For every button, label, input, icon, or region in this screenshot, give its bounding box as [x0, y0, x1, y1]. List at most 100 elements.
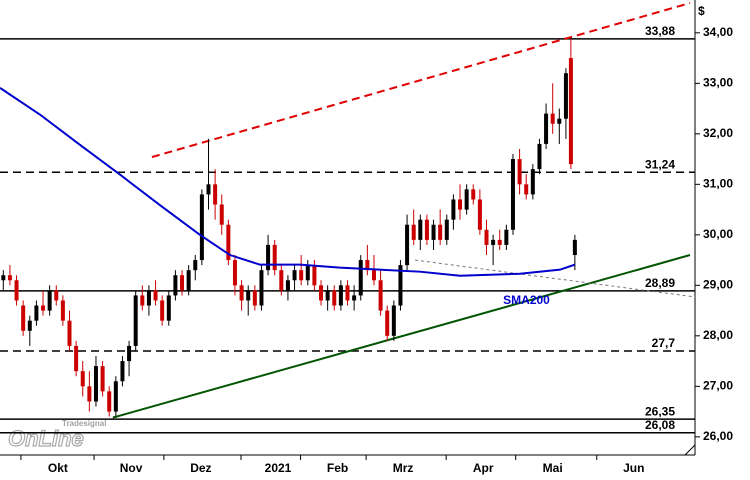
x-tick-label: Okt — [48, 461, 68, 475]
candle-body — [491, 239, 496, 245]
candle-body — [107, 391, 112, 412]
candle-body — [41, 305, 46, 311]
candle-body — [60, 300, 65, 321]
candle-body — [252, 290, 257, 306]
y-tick-label: 31,00 — [703, 176, 733, 190]
level-label: 26,35 — [645, 404, 675, 418]
candle-body — [338, 285, 343, 306]
candle-body — [14, 280, 19, 301]
candle-body — [418, 219, 423, 240]
candle-body — [572, 239, 577, 256]
candle-body — [113, 381, 118, 412]
candle-body — [272, 244, 277, 271]
candle-body — [378, 280, 383, 311]
candle-body — [444, 219, 449, 240]
candle-body — [239, 285, 244, 301]
sma-label: SMA200 — [503, 293, 550, 307]
candle-body — [398, 265, 403, 306]
candle-body — [27, 320, 32, 331]
candle-body — [385, 310, 390, 336]
x-tick-label: Mrz — [393, 461, 414, 475]
y-tick-label: 32,00 — [703, 126, 733, 140]
candle-body — [544, 113, 549, 144]
candle-body — [1, 275, 6, 281]
candle-body — [431, 224, 436, 240]
candle-body — [67, 320, 72, 346]
candle-body — [411, 224, 416, 240]
level-label: 28,89 — [645, 276, 675, 290]
level-label: 31,24 — [645, 157, 675, 171]
logo-brand: Tradesignal — [62, 419, 106, 428]
candle-body — [146, 290, 151, 306]
candle-body — [305, 265, 310, 281]
candle-body — [405, 224, 410, 266]
candle-body — [510, 159, 515, 230]
candle-body — [206, 184, 211, 195]
candle-body — [232, 260, 237, 286]
candle-body — [74, 345, 79, 372]
candle-body — [477, 199, 482, 230]
candle-body — [133, 295, 138, 346]
logo-name: OnLine — [8, 426, 84, 451]
candle-body — [259, 270, 264, 306]
candle-body — [186, 270, 191, 291]
level-label: 26,08 — [645, 418, 675, 432]
candle-body — [319, 285, 324, 301]
x-tick-label: Nov — [120, 461, 143, 475]
x-tick-label: 2021 — [265, 461, 292, 475]
candle-body — [471, 189, 476, 200]
candle-body — [127, 345, 132, 362]
candle-body — [371, 270, 376, 281]
candle-body — [80, 371, 85, 387]
candle-body — [312, 265, 317, 286]
candle-body — [140, 295, 145, 306]
y-tick-label: 27,00 — [703, 378, 733, 392]
trend-line — [112, 254, 691, 419]
level-label: 33,88 — [645, 24, 675, 38]
candle-body — [352, 295, 357, 301]
candle-body — [424, 219, 429, 240]
axis-corner — [684, 444, 696, 456]
x-tick-label: Apr — [473, 461, 494, 475]
x-tick-label: Feb — [327, 461, 348, 475]
sma-line — [0, 87, 576, 277]
candle-body — [358, 260, 363, 296]
candle-body — [299, 270, 304, 281]
candle-body — [7, 275, 12, 281]
candle-body — [345, 285, 350, 301]
candle-body — [504, 229, 509, 245]
candle-body — [563, 73, 568, 119]
candle-body — [87, 386, 92, 402]
candle-body — [21, 305, 26, 331]
x-tick-label: Dez — [190, 461, 211, 475]
candle-body — [458, 199, 463, 210]
candle-body — [93, 366, 98, 402]
candle-body — [484, 229, 489, 245]
y-tick-label: 28,00 — [703, 328, 733, 342]
candle-body — [47, 290, 52, 311]
candle-body — [332, 290, 337, 306]
candle-body — [219, 204, 224, 225]
candle-body — [524, 184, 529, 195]
y-unit: $ — [698, 4, 705, 18]
y-tick-label: 29,00 — [703, 277, 733, 291]
candle-body — [438, 224, 443, 240]
trend-line — [414, 259, 696, 298]
candle-body — [365, 260, 370, 271]
candle-body — [279, 270, 284, 291]
y-tick-label: 26,00 — [703, 429, 733, 443]
x-tick-label: Jun — [623, 461, 644, 475]
candle-body — [166, 295, 171, 321]
candle-body — [193, 260, 198, 271]
candle-body — [464, 189, 469, 210]
candle-body — [246, 290, 251, 301]
candle-body — [530, 169, 535, 195]
y-tick-label: 30,00 — [703, 227, 733, 241]
candle-body — [285, 280, 290, 291]
candle-body — [226, 224, 231, 261]
level-label: 27,7 — [652, 336, 676, 350]
candle-body — [557, 118, 562, 124]
candle-body — [120, 361, 125, 382]
